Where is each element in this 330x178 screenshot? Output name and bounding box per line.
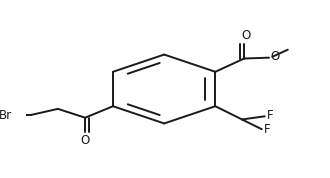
Text: O: O	[81, 134, 90, 148]
Text: Br: Br	[0, 109, 12, 122]
Text: F: F	[267, 109, 274, 122]
Text: O: O	[242, 29, 251, 42]
Text: O: O	[270, 50, 280, 63]
Text: F: F	[264, 123, 271, 136]
